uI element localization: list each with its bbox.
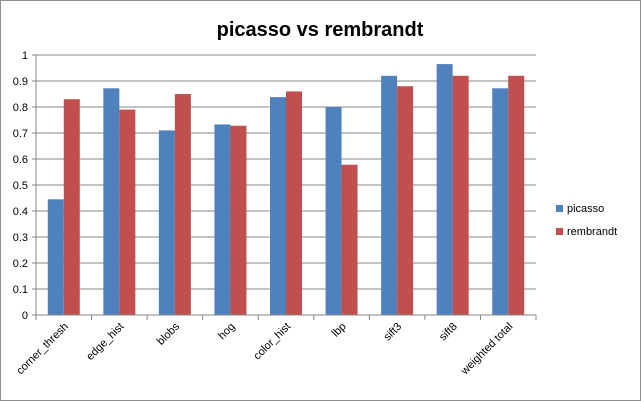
x-tick-label: edge_hist — [84, 321, 126, 363]
bar-rembrandt — [452, 75, 469, 315]
bar-rembrandt — [341, 164, 358, 315]
y-tick-label: 0.2 — [13, 258, 28, 270]
bar-rembrandt — [174, 94, 191, 315]
bar-rembrandt — [230, 125, 247, 315]
y-tick-label: 0.5 — [13, 180, 28, 192]
y-tick-label: 0.3 — [13, 232, 28, 244]
y-axis-ticks: 0 0.1 0.2 0.3 0.4 0.5 0.6 0.7 0.8 0.9 1 — [13, 50, 37, 322]
legend: picasso rembrandt — [556, 203, 617, 238]
legend-label-picasso: picasso — [567, 203, 604, 215]
x-tick-label: sift3 — [381, 321, 404, 344]
legend-swatch-rembrandt — [556, 228, 563, 235]
y-tick-label: 0.4 — [13, 206, 28, 218]
bar-picasso — [214, 124, 231, 315]
y-tick-label: 0.8 — [13, 102, 28, 114]
bar-picasso — [436, 64, 453, 315]
bar-rembrandt — [63, 99, 80, 315]
x-tick-label: lbp — [330, 321, 349, 340]
x-tick-label: hog — [216, 321, 237, 342]
x-tick-label: sift8 — [437, 321, 460, 344]
legend-swatch-picasso — [556, 205, 563, 212]
y-tick-label: 0 — [22, 310, 28, 322]
x-axis-ticks: corner_thresh edge_hist blobs hog color_hist… — [14, 314, 537, 378]
bar-rembrandt — [119, 109, 136, 315]
bar-rembrandt — [508, 75, 525, 315]
legend-label-rembrandt: rembrandt — [567, 226, 617, 238]
y-tick-label: 0.6 — [13, 154, 28, 166]
bar-rembrandt — [286, 91, 302, 316]
bar-picasso — [47, 199, 64, 315]
chart-title: picasso vs rembrandt — [217, 19, 424, 41]
bar-picasso — [492, 88, 509, 315]
y-tick-label: 0.9 — [13, 76, 28, 88]
bars — [47, 64, 525, 316]
bar-picasso — [158, 130, 175, 315]
bar-rembrandt — [397, 86, 414, 315]
y-tick-label: 1 — [22, 50, 28, 62]
bar-picasso — [270, 97, 286, 316]
bar-picasso — [103, 88, 120, 315]
x-tick-label: blobs — [155, 320, 182, 347]
y-tick-label: 0.7 — [13, 128, 28, 140]
bar-picasso — [381, 75, 398, 315]
x-tick-label: corner_thresh — [14, 321, 70, 377]
bar-picasso — [325, 107, 342, 315]
y-tick-label: 0.1 — [13, 284, 28, 296]
x-tick-label: color_hist — [251, 321, 293, 363]
x-tick-label: weighted total — [458, 321, 515, 378]
